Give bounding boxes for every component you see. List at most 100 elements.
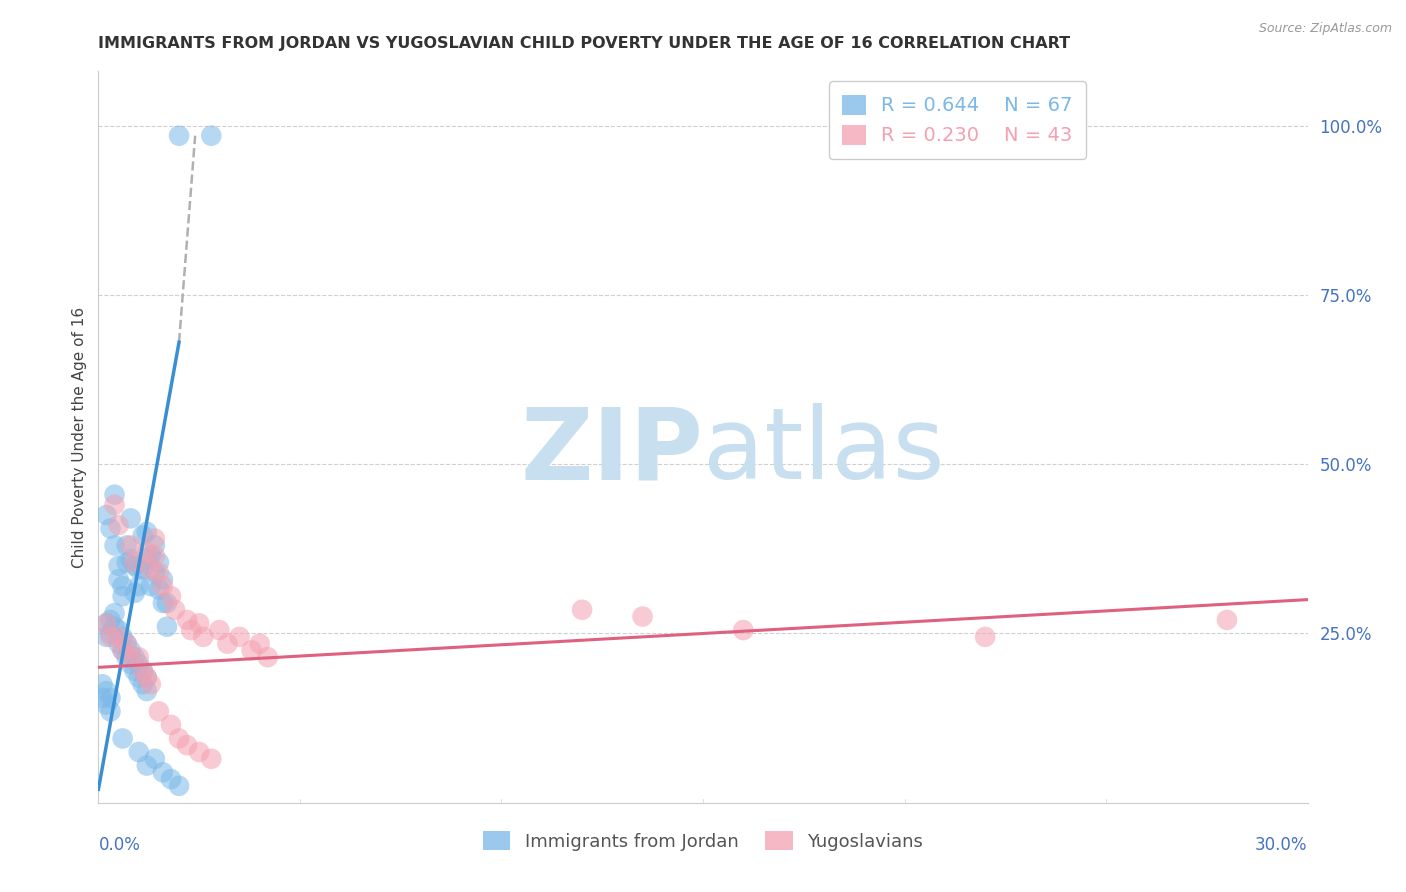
Text: ZIP: ZIP [520,403,703,500]
Point [128,650,150,665]
Point [124,664,146,678]
Point [100,521,122,535]
Point [115,555,138,569]
Point [132,528,155,542]
Point [111,643,134,657]
Point [128,562,150,576]
Point [143,538,166,552]
Point [100,705,122,719]
Point [128,657,150,671]
Point [103,488,125,502]
Point [217,637,239,651]
Point [139,677,162,691]
Point [180,623,202,637]
Point [132,677,155,691]
Point [96,684,118,698]
Point [143,566,166,580]
Point [124,650,146,665]
Point [148,705,170,719]
Point [120,538,142,552]
Point [139,549,162,563]
Point [115,637,138,651]
Point [135,552,157,566]
Point [128,745,150,759]
Point [135,671,157,685]
Point [120,511,142,525]
Point [111,731,134,746]
Point [107,623,129,637]
Point [96,630,118,644]
Point [156,620,179,634]
Point [120,643,142,657]
Point [135,545,157,559]
Point [139,562,162,576]
Point [974,630,997,644]
Point [103,498,125,512]
Point [200,128,222,143]
Point [107,637,129,651]
Text: 0.0%: 0.0% [98,836,141,854]
Point [139,579,162,593]
Point [152,572,174,586]
Point [115,650,138,665]
Point [156,596,179,610]
Point [188,745,211,759]
Point [107,558,129,573]
Point [96,616,118,631]
Point [120,657,142,671]
Legend: Immigrants from Jordan, Yugoslavians: Immigrants from Jordan, Yugoslavians [474,822,932,860]
Point [176,738,198,752]
Point [160,718,183,732]
Point [124,558,146,573]
Point [143,532,166,546]
Point [228,630,250,644]
Point [152,596,174,610]
Point [160,772,183,786]
Point [111,643,134,657]
Point [132,664,155,678]
Point [96,698,118,712]
Point [120,650,142,665]
Point [152,579,174,593]
Point [135,684,157,698]
Point [148,555,170,569]
Point [115,538,138,552]
Point [128,671,150,685]
Point [148,582,170,597]
Point [132,664,155,678]
Point [103,606,125,620]
Point [120,552,142,566]
Point [91,677,114,691]
Point [163,603,186,617]
Point [167,128,190,143]
Point [111,579,134,593]
Point [100,626,122,640]
Point [111,630,134,644]
Text: 30.0%: 30.0% [1256,836,1308,854]
Point [143,549,166,563]
Point [111,589,134,603]
Point [107,518,129,533]
Point [193,630,215,644]
Point [107,572,129,586]
Text: IMMIGRANTS FROM JORDAN VS YUGOSLAVIAN CHILD POVERTY UNDER THE AGE OF 16 CORRELAT: IMMIGRANTS FROM JORDAN VS YUGOSLAVIAN CH… [98,36,1070,51]
Point [135,758,157,772]
Point [200,752,222,766]
Point [135,524,157,539]
Point [124,555,146,569]
Point [135,671,157,685]
Y-axis label: Child Poverty Under the Age of 16: Child Poverty Under the Age of 16 [72,307,87,567]
Point [132,562,155,576]
Point [152,765,174,780]
Point [107,630,129,644]
Point [100,630,122,644]
Point [167,731,190,746]
Point [91,690,114,705]
Point [160,589,183,603]
Point [100,613,122,627]
Point [188,616,211,631]
Point [176,613,198,627]
Point [571,603,593,617]
Point [100,690,122,705]
Point [124,586,146,600]
